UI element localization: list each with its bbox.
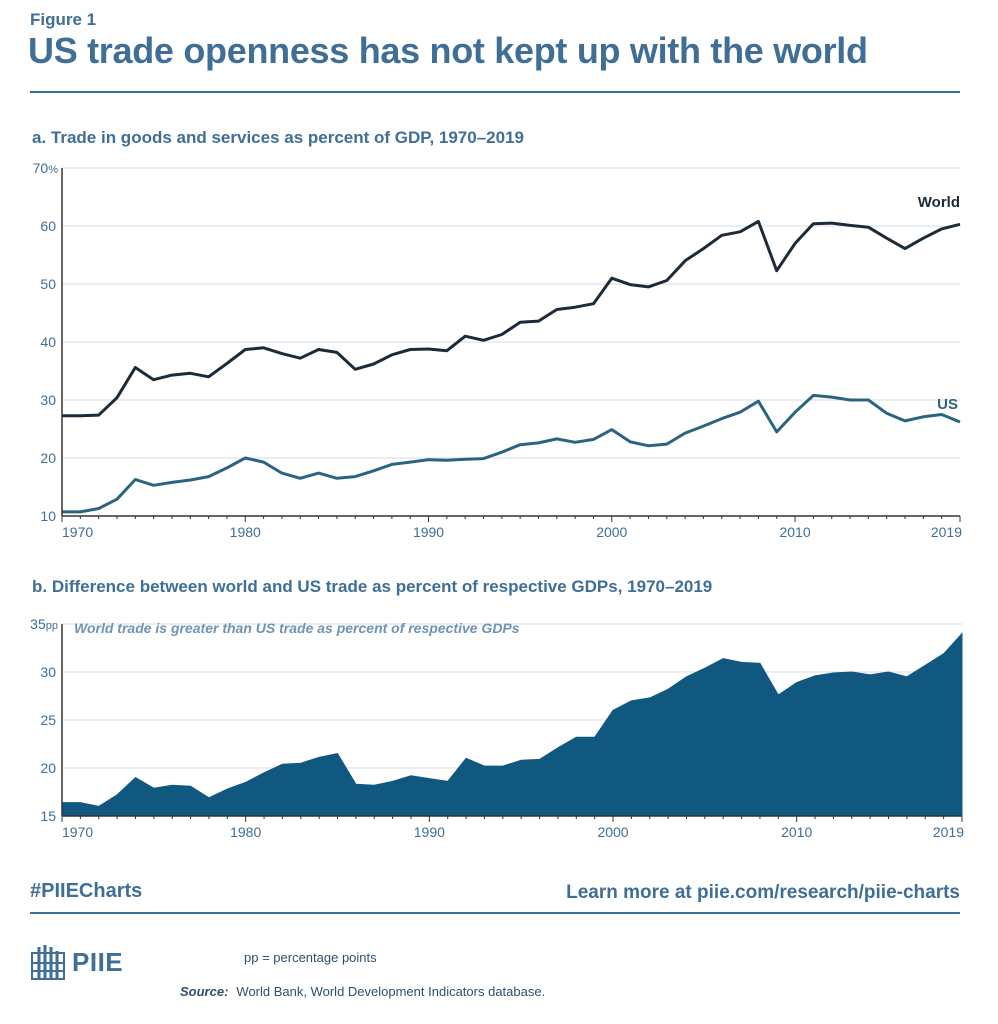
difference-area — [61, 632, 963, 817]
x-tick-0-1980: 1980 — [230, 524, 261, 540]
hashtag-link[interactable]: #PIIECharts — [30, 880, 143, 902]
chart-b-annotation: World trade is greater than US trade as … — [74, 620, 520, 636]
source-label: Source: — [180, 984, 229, 999]
logo-text: PIIE — [72, 946, 124, 977]
series-label-world: World — [918, 194, 960, 211]
x-tick-0-2000: 2000 — [596, 524, 627, 540]
y-tick-0-10: 10 — [40, 508, 56, 524]
title-divider — [30, 91, 960, 93]
x-tick-0-2010: 2010 — [779, 524, 810, 540]
x-tick-0-1970: 1970 — [62, 524, 93, 540]
y-tick-1-35: 35pp — [30, 616, 58, 632]
x-tick-0-1990: 1990 — [413, 524, 444, 540]
footer-divider — [30, 912, 960, 914]
source-line: Source: World Bank, World Development Ind… — [180, 984, 545, 999]
source-text: World Bank, World Development Indicators… — [236, 984, 546, 999]
y-tick-0-50: 50 — [40, 276, 56, 292]
y-tick-1-25: 25 — [40, 712, 56, 728]
series-line-world — [62, 219, 961, 418]
series-line-us — [62, 393, 961, 514]
units-note: pp = percentage points — [244, 950, 377, 965]
x-tick-1-1970: 1970 — [62, 824, 93, 840]
y-tick-0-30: 30 — [40, 392, 56, 408]
x-tick-1-2010: 2010 — [781, 824, 812, 840]
series-label-us: US — [937, 396, 958, 413]
learn-more-link[interactable]: Learn more at piie.com/research/piie-cha… — [566, 882, 960, 903]
y-tick-1-30: 30 — [40, 664, 56, 680]
x-tick-1-2000: 2000 — [597, 824, 628, 840]
page-title: US trade openness has not kept up with t… — [28, 30, 868, 71]
y-tick-1-20: 20 — [40, 760, 56, 776]
y-tick-0-60: 60 — [40, 218, 56, 234]
building-icon — [31, 945, 65, 980]
y-tick-1-15: 15 — [40, 808, 56, 824]
chart-b-title: b. Difference between world and US trade… — [32, 577, 713, 596]
figure-label: Figure 1 — [30, 10, 97, 29]
y-tick-0-20: 20 — [40, 450, 56, 466]
x-tick-0-2019: 2019 — [931, 524, 962, 540]
piie-logo: PIIE — [30, 942, 123, 982]
y-tick-0-70: 70% — [33, 160, 59, 176]
x-tick-1-1990: 1990 — [414, 824, 445, 840]
y-tick-0-40: 40 — [40, 334, 56, 350]
chart-a-title: a. Trade in goods and services as percen… — [32, 128, 524, 147]
x-tick-1-1980: 1980 — [230, 824, 261, 840]
x-tick-1-2019: 2019 — [933, 824, 964, 840]
